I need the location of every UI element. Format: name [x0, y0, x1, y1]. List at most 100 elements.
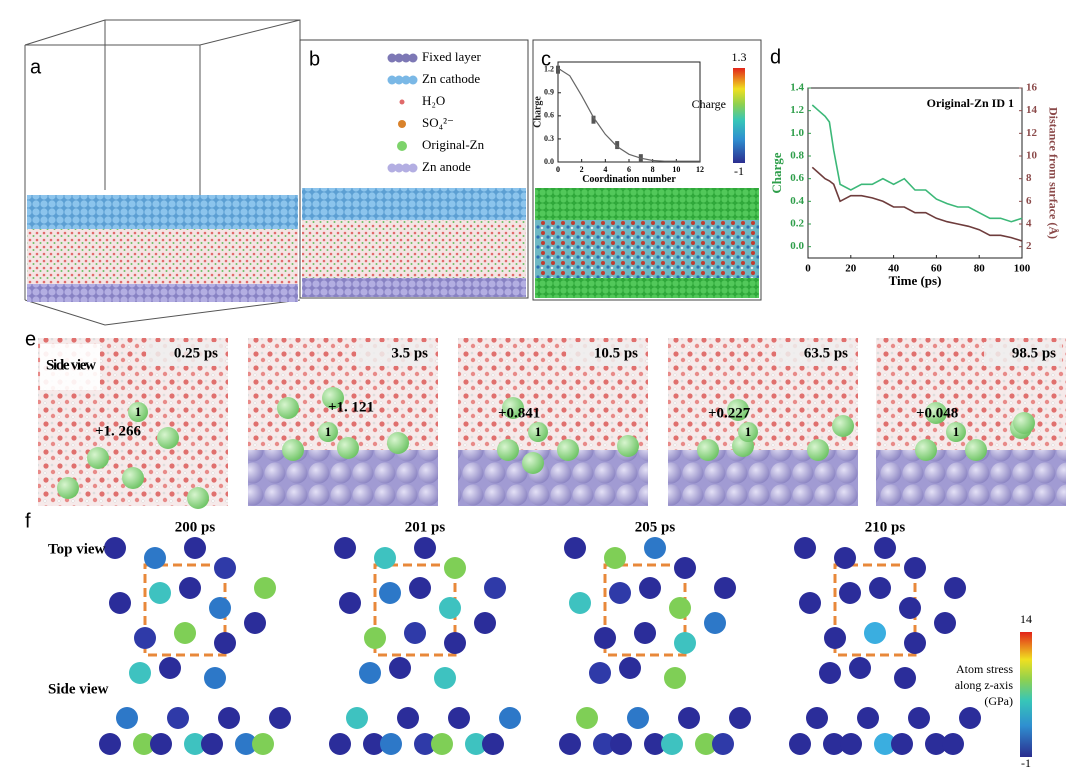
atom [448, 707, 470, 729]
x-tick-label: 0 [805, 263, 811, 275]
atom [891, 733, 913, 755]
zn-ion [157, 427, 179, 449]
atom [129, 662, 151, 684]
atom [174, 622, 196, 644]
tracked-zn-ion [946, 422, 966, 442]
time-label: 3.5 ps [391, 345, 428, 361]
legend-icon [401, 75, 411, 85]
atom [484, 577, 506, 599]
y2-tick-label: 6 [1026, 195, 1032, 207]
atom [925, 733, 947, 755]
highlight-box [143, 563, 227, 657]
x-tick-label: 12 [696, 165, 704, 174]
electrolyte-layer [535, 220, 759, 278]
colorbar-label: (GPa) [984, 694, 1013, 708]
zn-anode-surface [458, 450, 648, 506]
zn-ion [502, 397, 524, 419]
tracked-zn-ion [528, 422, 548, 442]
atom [363, 733, 385, 755]
time-label: 98.5 ps [1012, 345, 1056, 361]
zn-ion [557, 439, 579, 461]
atom [627, 707, 649, 729]
atom [474, 612, 496, 634]
plot-frame [557, 61, 701, 163]
colorbar [1020, 632, 1032, 757]
atom [874, 733, 896, 755]
atom [942, 733, 964, 755]
panel-letter: e [25, 328, 36, 350]
atom [179, 577, 201, 599]
time-label-bg [776, 342, 854, 366]
panel-letter: f [25, 510, 31, 532]
legend-icon [408, 75, 418, 85]
y2-tick-label: 2 [1026, 240, 1032, 252]
atom [644, 733, 666, 755]
legend-icon [397, 141, 407, 151]
box-wireframe [24, 299, 301, 326]
y-tick-label: 0.9 [544, 88, 554, 97]
atom [589, 662, 611, 684]
legend-icon [387, 75, 397, 85]
atom [934, 612, 956, 634]
panel-letter: a [30, 56, 42, 78]
atom [610, 733, 632, 755]
atom [839, 582, 861, 604]
atom [594, 627, 616, 649]
atom-index: 1 [325, 424, 332, 439]
atom [824, 627, 846, 649]
y2-tick-label: 10 [1026, 150, 1038, 162]
panel-a [24, 19, 301, 326]
charge-label: +0.048 [916, 405, 958, 421]
x-tick-label: 100 [1014, 263, 1031, 275]
atom [144, 547, 166, 569]
highlight-box [603, 563, 687, 657]
panel-frame [299, 39, 529, 299]
charge-label: +0.841 [498, 405, 540, 421]
plot-frame [807, 87, 1023, 259]
tracked-zn-ion [318, 422, 338, 442]
y-tick-label: 0.6 [544, 111, 554, 120]
legend-label: Original-Zn [422, 137, 485, 152]
zn-cathode-layer [302, 188, 526, 220]
atom [604, 547, 626, 569]
atom [959, 707, 981, 729]
y-tick-label: 0.4 [790, 195, 804, 207]
y2-tick-label: 8 [1026, 172, 1032, 184]
atom [134, 627, 156, 649]
atom [799, 592, 821, 614]
zn-ion [87, 447, 109, 469]
atom [704, 612, 726, 634]
zn-anode-layer [302, 278, 526, 297]
atom [431, 733, 453, 755]
legend-icon [387, 53, 397, 63]
atom [184, 537, 206, 559]
atom [819, 662, 841, 684]
legend-icon [401, 53, 411, 63]
legend-icon [399, 99, 405, 105]
legend-icon [394, 53, 404, 63]
time-label: 205 ps [635, 519, 676, 535]
y2-tick-label: 4 [1026, 218, 1032, 230]
atom [674, 557, 696, 579]
atom [252, 733, 274, 755]
panel-letter: b [309, 48, 320, 70]
zn-ion [282, 439, 304, 461]
atom [397, 707, 419, 729]
zn-ion [322, 387, 344, 409]
y-tick-label: 1.2 [544, 65, 554, 74]
time-label: 201 ps [405, 519, 446, 535]
y2-tick-label: 16 [1026, 82, 1038, 94]
atom [904, 557, 926, 579]
time-label: 200 ps [175, 519, 216, 535]
x-tick-label: 8 [651, 165, 655, 174]
zn-ion [807, 439, 829, 461]
atom [849, 657, 871, 679]
electrolyte-layer [27, 229, 298, 284]
zn-anode-surface [248, 450, 438, 506]
atom [661, 733, 683, 755]
atom [789, 733, 811, 755]
atom [269, 707, 291, 729]
y-tick-label: 0.6 [790, 172, 804, 184]
legend: Fixed layer Zn cathode H₂O SO₄²⁻ Original-Zn… [387, 49, 485, 174]
